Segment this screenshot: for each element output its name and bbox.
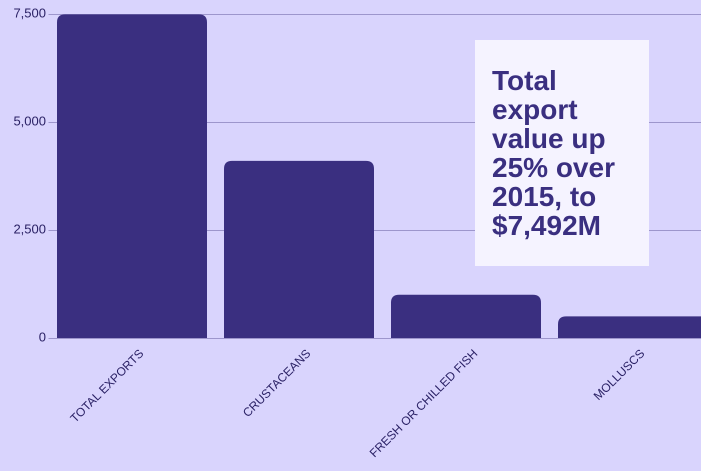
y-tick-label: 0	[39, 329, 46, 344]
x-tick-label: CRUSTACEANS	[240, 346, 313, 419]
bar	[391, 294, 541, 338]
annotation-box: Total export value up 25% over 2015, to …	[475, 40, 649, 266]
x-tick-label: FRESH OR CHILLED FISH	[367, 346, 481, 460]
y-tick-label: 5,000	[13, 113, 46, 128]
annotation: Total export value up 25% over 2015, to …	[492, 65, 615, 241]
x-tick-label: MOLLUSCS	[591, 346, 648, 403]
x-tick-label: TOTAL EXPORTS	[67, 346, 146, 425]
y-tick-label: 2,500	[13, 221, 46, 236]
bar	[224, 160, 374, 338]
bar	[57, 14, 207, 338]
bar	[558, 316, 701, 338]
y-tick-label: 7,500	[13, 5, 46, 20]
